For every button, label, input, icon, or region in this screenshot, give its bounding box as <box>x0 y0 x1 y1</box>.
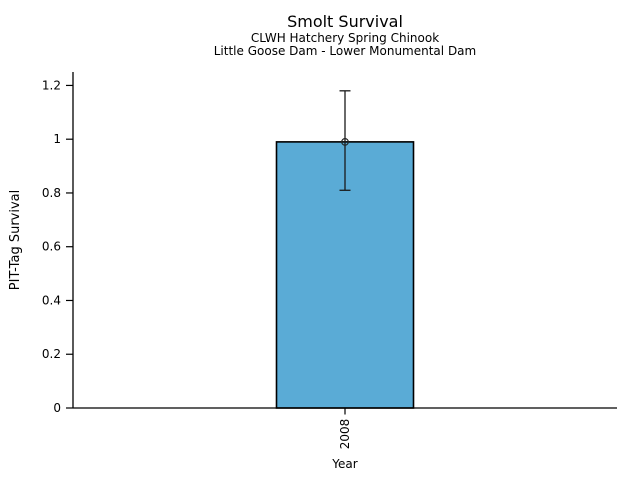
y-axis-tick-label: 0 <box>53 401 61 415</box>
y-axis-tick-label: 0.4 <box>42 293 61 307</box>
data-layer <box>275 90 415 409</box>
y-axis-tick-label: 1.2 <box>42 78 61 92</box>
y-axis-label: PIT-Tag Survival <box>8 190 23 290</box>
data-point-marker <box>341 138 349 146</box>
y-axis-tick-label: 0.6 <box>42 240 61 254</box>
x-axis-tick-label: 2008 <box>338 419 352 450</box>
y-axis-tick-label: 1 <box>53 132 61 146</box>
chart-title: Smolt Survival <box>287 12 403 31</box>
y-axis-tick-label: 0.2 <box>42 347 61 361</box>
chart-subtitle-1: CLWH Hatchery Spring Chinook <box>251 31 439 45</box>
axes-layer: 2008 0 0.2 0.4 0.6 0.8 1 1.2 <box>42 72 617 449</box>
x-axis-label: Year <box>331 457 357 471</box>
chart-subtitle-2: Little Goose Dam - Lower Monumental Dam <box>214 44 476 58</box>
y-axis-tick-label: 0.8 <box>42 186 61 200</box>
